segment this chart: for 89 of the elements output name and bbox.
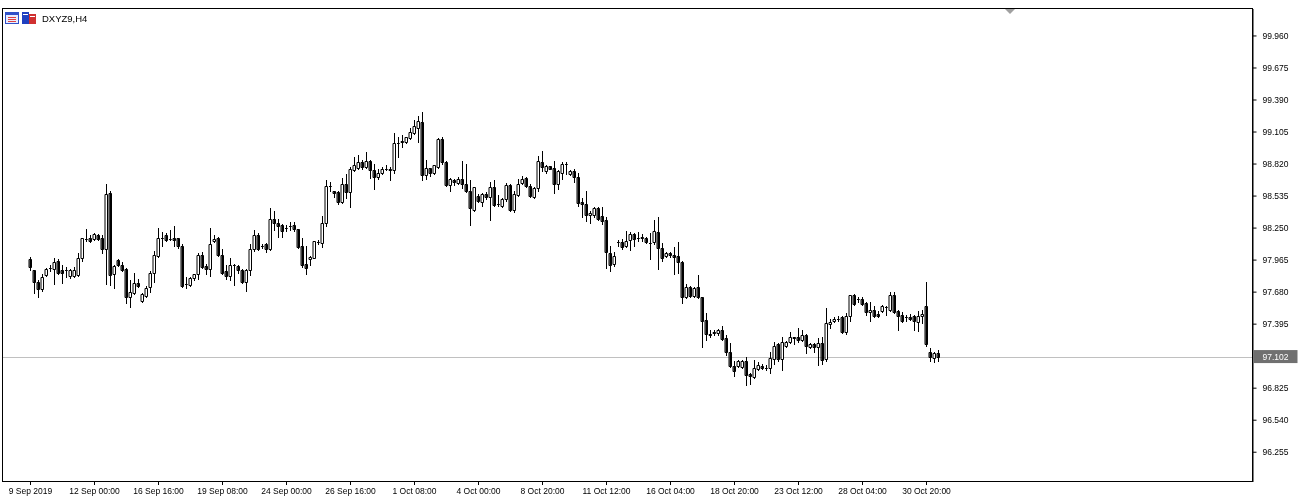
x-tick-label: 16 Oct 04:00 <box>646 486 696 497</box>
candlestick <box>585 191 588 222</box>
candlestick <box>229 258 232 281</box>
candlestick <box>869 302 872 322</box>
text: DXYZ9,H4 <box>42 13 88 24</box>
candlestick <box>105 184 108 285</box>
candlestick <box>629 232 632 251</box>
candlestick <box>657 217 660 270</box>
x-tick-label: 24 Sep 00:00 <box>261 486 313 497</box>
x-tick-label: 23 Oct 12:00 <box>774 486 824 497</box>
x-tick-label: 8 Oct 20:00 <box>520 486 565 497</box>
candlestick <box>641 234 644 242</box>
candlestick <box>929 348 932 362</box>
x-tick-label: 26 Sep 16:00 <box>325 486 377 497</box>
candlestick <box>373 164 376 190</box>
candlestick <box>825 308 828 362</box>
candlestick <box>69 269 72 279</box>
candlestick <box>521 176 524 185</box>
y-tick-label: 98.535 <box>1262 190 1289 201</box>
y-tick-label: 97.965 <box>1262 254 1289 265</box>
x-tick-label: 1 Oct 08:00 <box>392 486 437 497</box>
candlestick <box>257 233 260 251</box>
x-tick-label: 18 Oct 20:00 <box>710 486 760 497</box>
candlestick <box>625 231 628 248</box>
candlestick <box>789 332 792 344</box>
candlestick <box>713 330 716 336</box>
candlestick <box>489 182 492 221</box>
candlestick <box>397 137 400 158</box>
candlestick <box>357 155 360 170</box>
candlestick <box>189 277 192 287</box>
x-tick-label: 12 Sep 00:00 <box>69 486 121 497</box>
candlestick <box>933 352 936 363</box>
y-tick-label: 96.255 <box>1262 446 1289 457</box>
candlestick <box>481 193 484 207</box>
candlestick <box>29 257 32 271</box>
candlestick <box>761 364 764 370</box>
candlestick <box>421 112 424 181</box>
candlestick <box>93 233 96 241</box>
candlestick <box>609 246 612 272</box>
x-tick-label: 28 Oct 04:00 <box>838 486 888 497</box>
y-tick-label: 99.675 <box>1262 62 1289 73</box>
candlestick <box>889 292 892 312</box>
candlestick <box>781 337 784 371</box>
y-tick-label: 97.395 <box>1262 318 1289 329</box>
candlestick <box>509 184 512 212</box>
candlestick <box>209 228 212 277</box>
x-tick-label: 11 Oct 12:00 <box>582 486 631 497</box>
candlestick <box>33 270 36 294</box>
y-tick-label: 96.825 <box>1262 382 1289 393</box>
candlestick <box>797 328 800 343</box>
candlestick <box>805 334 808 354</box>
candlestick <box>173 226 176 247</box>
candlestick <box>233 264 236 286</box>
y-tick-label: 98.250 <box>1262 222 1289 233</box>
candlestick <box>461 161 464 189</box>
candlestick <box>197 253 200 280</box>
candlestick <box>917 311 920 332</box>
y-tick-label: 99.105 <box>1262 126 1289 137</box>
x-tick-label: 4 Oct 00:00 <box>456 486 501 497</box>
y-tick-label: 96.540 <box>1262 414 1289 425</box>
candlestick <box>553 161 556 194</box>
y-tick-label: 97.680 <box>1262 286 1289 297</box>
y-tick-label: 98.820 <box>1262 158 1289 169</box>
candlestick <box>873 306 876 318</box>
x-tick-label: 19 Sep 08:00 <box>197 486 249 497</box>
candlestick <box>597 207 600 221</box>
candlestick <box>913 315 916 331</box>
candlestick <box>53 258 56 285</box>
candlestick <box>341 178 344 204</box>
x-tick-label: 16 Sep 16:00 <box>133 486 185 497</box>
candlestick <box>817 338 820 366</box>
candlestick <box>401 135 404 148</box>
candlestick <box>833 317 836 323</box>
ref-line-label: 97.102 <box>1262 351 1289 362</box>
candlestick <box>841 316 844 334</box>
y-tick-label: 99.390 <box>1262 94 1289 105</box>
x-tick-label: 30 Oct 20:00 <box>902 486 952 497</box>
candlestick <box>633 233 636 247</box>
x-tick-label: 9 Sep 2019 <box>8 486 53 497</box>
candlestick <box>689 286 692 298</box>
candlestick <box>649 233 652 260</box>
candlestick <box>45 268 48 277</box>
candlestick <box>937 350 940 362</box>
candlestick <box>925 282 928 347</box>
candlestick <box>645 237 648 244</box>
candlestick <box>745 357 748 386</box>
candlestick <box>881 305 884 313</box>
candlestick <box>269 208 272 251</box>
y-tick-label: 99.960 <box>1262 30 1289 41</box>
